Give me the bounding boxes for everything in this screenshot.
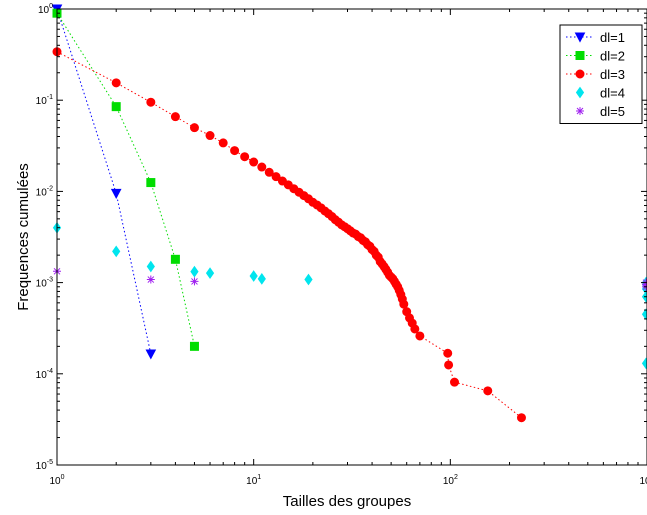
data-point	[110, 188, 122, 200]
x-tick-label: 101	[246, 474, 261, 487]
data-point	[264, 167, 274, 177]
y-tick-label: 100	[38, 3, 53, 16]
legend-entry: dl=1	[566, 30, 625, 45]
data-point	[205, 131, 215, 141]
data-point	[249, 270, 258, 282]
data-point	[146, 178, 156, 188]
data-point	[146, 97, 156, 107]
data-point	[205, 267, 215, 280]
series-line	[56, 12, 195, 347]
data-point	[483, 386, 493, 396]
legend-marker	[575, 86, 585, 99]
legend-marker	[575, 51, 585, 60]
series-line	[56, 8, 152, 355]
data-point	[190, 265, 199, 278]
legend-label: dl=1	[600, 30, 625, 45]
data-point	[516, 413, 526, 423]
data-point	[111, 78, 121, 88]
legend-entry: dl=5	[576, 104, 625, 119]
data-point	[450, 377, 460, 387]
x-axis-label: Tailles des groupes	[283, 493, 411, 510]
y-axis-ticks: 10-5 10-4 10-3 10-2 10-1 100	[36, 3, 647, 472]
data-point	[146, 260, 155, 273]
legend-label: dl=3	[600, 67, 625, 82]
x-tick-label: 102	[443, 474, 458, 487]
data-point	[257, 162, 267, 172]
data-point	[112, 245, 121, 258]
data-point	[190, 277, 199, 286]
legend-marker	[576, 107, 584, 115]
data-point	[170, 112, 180, 122]
legend-label: dl=2	[600, 49, 625, 64]
data-point	[257, 272, 266, 285]
data-point	[230, 146, 240, 156]
legend-entry: dl=3	[566, 67, 625, 82]
data-point	[218, 138, 228, 148]
data-point	[249, 157, 259, 167]
legend-entry: dl=2	[566, 49, 625, 64]
data-point	[189, 123, 199, 133]
series-dl=3	[52, 47, 526, 423]
data-point	[399, 299, 409, 309]
data-point	[145, 349, 157, 360]
data-point	[271, 172, 281, 182]
y-axis-label: Frequences cumulées	[15, 163, 32, 311]
legend-label: dl=5	[600, 104, 625, 119]
data-point	[444, 360, 454, 370]
data-point	[170, 254, 180, 264]
data-point	[410, 324, 420, 334]
data-point	[415, 331, 425, 341]
plot-frame	[56, 8, 647, 466]
x-axis-ticks: 100 101 102 103	[49, 9, 647, 487]
legend-box	[559, 24, 643, 124]
legend-marker	[575, 69, 585, 79]
data-point	[641, 357, 647, 370]
x-tick-label: 100	[49, 474, 64, 487]
legend-label: dl=4	[600, 86, 625, 101]
data-point	[240, 152, 250, 162]
y-tick-label: 10-4	[36, 368, 53, 381]
y-tick-label: 10-3	[36, 277, 53, 290]
data-point	[111, 102, 121, 112]
legend-entry: dl=4	[575, 86, 625, 101]
y-tick-label: 10-1	[36, 94, 53, 107]
data-point	[304, 273, 313, 286]
y-tick-label: 10-5	[36, 459, 53, 472]
data-point	[189, 341, 199, 351]
data-point	[146, 275, 155, 284]
legend-marker	[574, 32, 586, 43]
legend: dl=1 dl=2 dl=3 dl=4 dl=5	[559, 24, 643, 124]
y-tick-label: 10-2	[36, 185, 53, 198]
x-tick-label: 103	[639, 474, 647, 487]
data-point	[443, 348, 453, 358]
